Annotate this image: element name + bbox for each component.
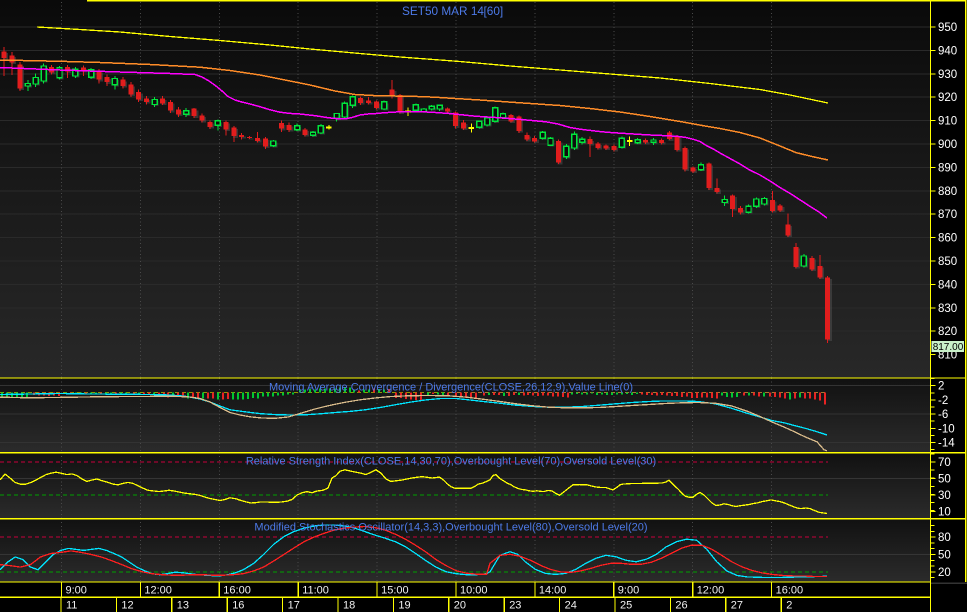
svg-text:15:00: 15:00 [381, 585, 409, 597]
svg-text:890: 890 [938, 162, 957, 174]
svg-text:19: 19 [398, 600, 410, 612]
svg-text:16:00: 16:00 [776, 585, 804, 597]
svg-text:2: 2 [938, 381, 944, 393]
svg-text:880: 880 [938, 186, 957, 198]
svg-text:817.00: 817.00 [933, 342, 964, 353]
svg-text:Relative Strength Index(CLOSE,: Relative Strength Index(CLOSE,14,30,70),… [246, 456, 656, 468]
svg-text:24: 24 [565, 600, 577, 612]
svg-text:27: 27 [731, 600, 743, 612]
svg-text:[60]: [60] [484, 4, 504, 18]
svg-text:9:00: 9:00 [618, 585, 639, 597]
svg-text:Modified Stochastics Oscillato: Modified Stochastics Oscillator(14,3,3),… [254, 522, 647, 534]
svg-text:910: 910 [938, 116, 957, 128]
svg-text:23: 23 [509, 600, 521, 612]
svg-text:12:00: 12:00 [697, 585, 725, 597]
svg-text:950: 950 [938, 22, 957, 34]
svg-text:20: 20 [938, 567, 951, 579]
svg-text:12:00: 12:00 [144, 585, 172, 597]
svg-text:70: 70 [938, 457, 951, 469]
svg-text:870: 870 [938, 209, 957, 221]
svg-text:-6: -6 [938, 409, 948, 421]
svg-text:2: 2 [786, 600, 792, 612]
svg-text:18: 18 [343, 600, 355, 612]
svg-text:900: 900 [938, 139, 957, 151]
svg-text:850: 850 [938, 256, 957, 268]
svg-text:830: 830 [938, 303, 957, 315]
svg-text:12: 12 [121, 600, 133, 612]
svg-text:Moving Average Convergence / D: Moving Average Convergence / Divergence(… [269, 382, 633, 394]
svg-text:SET50 MAR 14: SET50 MAR 14 [402, 4, 484, 18]
svg-text:-10: -10 [938, 423, 955, 435]
svg-text:10: 10 [938, 507, 951, 519]
svg-text:80: 80 [938, 532, 951, 544]
svg-text:11:00: 11:00 [302, 585, 329, 597]
svg-text:11: 11 [66, 600, 77, 612]
svg-text:9:00: 9:00 [66, 585, 87, 597]
svg-text:17: 17 [288, 600, 300, 612]
svg-text:930: 930 [938, 69, 957, 81]
svg-text:810: 810 [938, 350, 957, 362]
svg-text:50: 50 [938, 474, 951, 486]
svg-text:13: 13 [177, 600, 189, 612]
svg-text:940: 940 [938, 45, 957, 57]
svg-text:820: 820 [938, 326, 957, 338]
svg-text:50: 50 [938, 550, 951, 562]
svg-text:-14: -14 [938, 438, 955, 450]
svg-text:860: 860 [938, 233, 957, 245]
svg-text:30: 30 [938, 490, 951, 502]
svg-text:16: 16 [232, 600, 244, 612]
svg-text:-2: -2 [938, 395, 948, 407]
svg-text:10:00: 10:00 [460, 585, 488, 597]
svg-text:14:00: 14:00 [539, 585, 567, 597]
svg-text:16:00: 16:00 [223, 585, 251, 597]
svg-text:920: 920 [938, 92, 957, 104]
svg-text:20: 20 [454, 600, 466, 612]
svg-text:26: 26 [675, 600, 687, 612]
svg-text:25: 25 [620, 600, 632, 612]
svg-text:840: 840 [938, 279, 957, 291]
